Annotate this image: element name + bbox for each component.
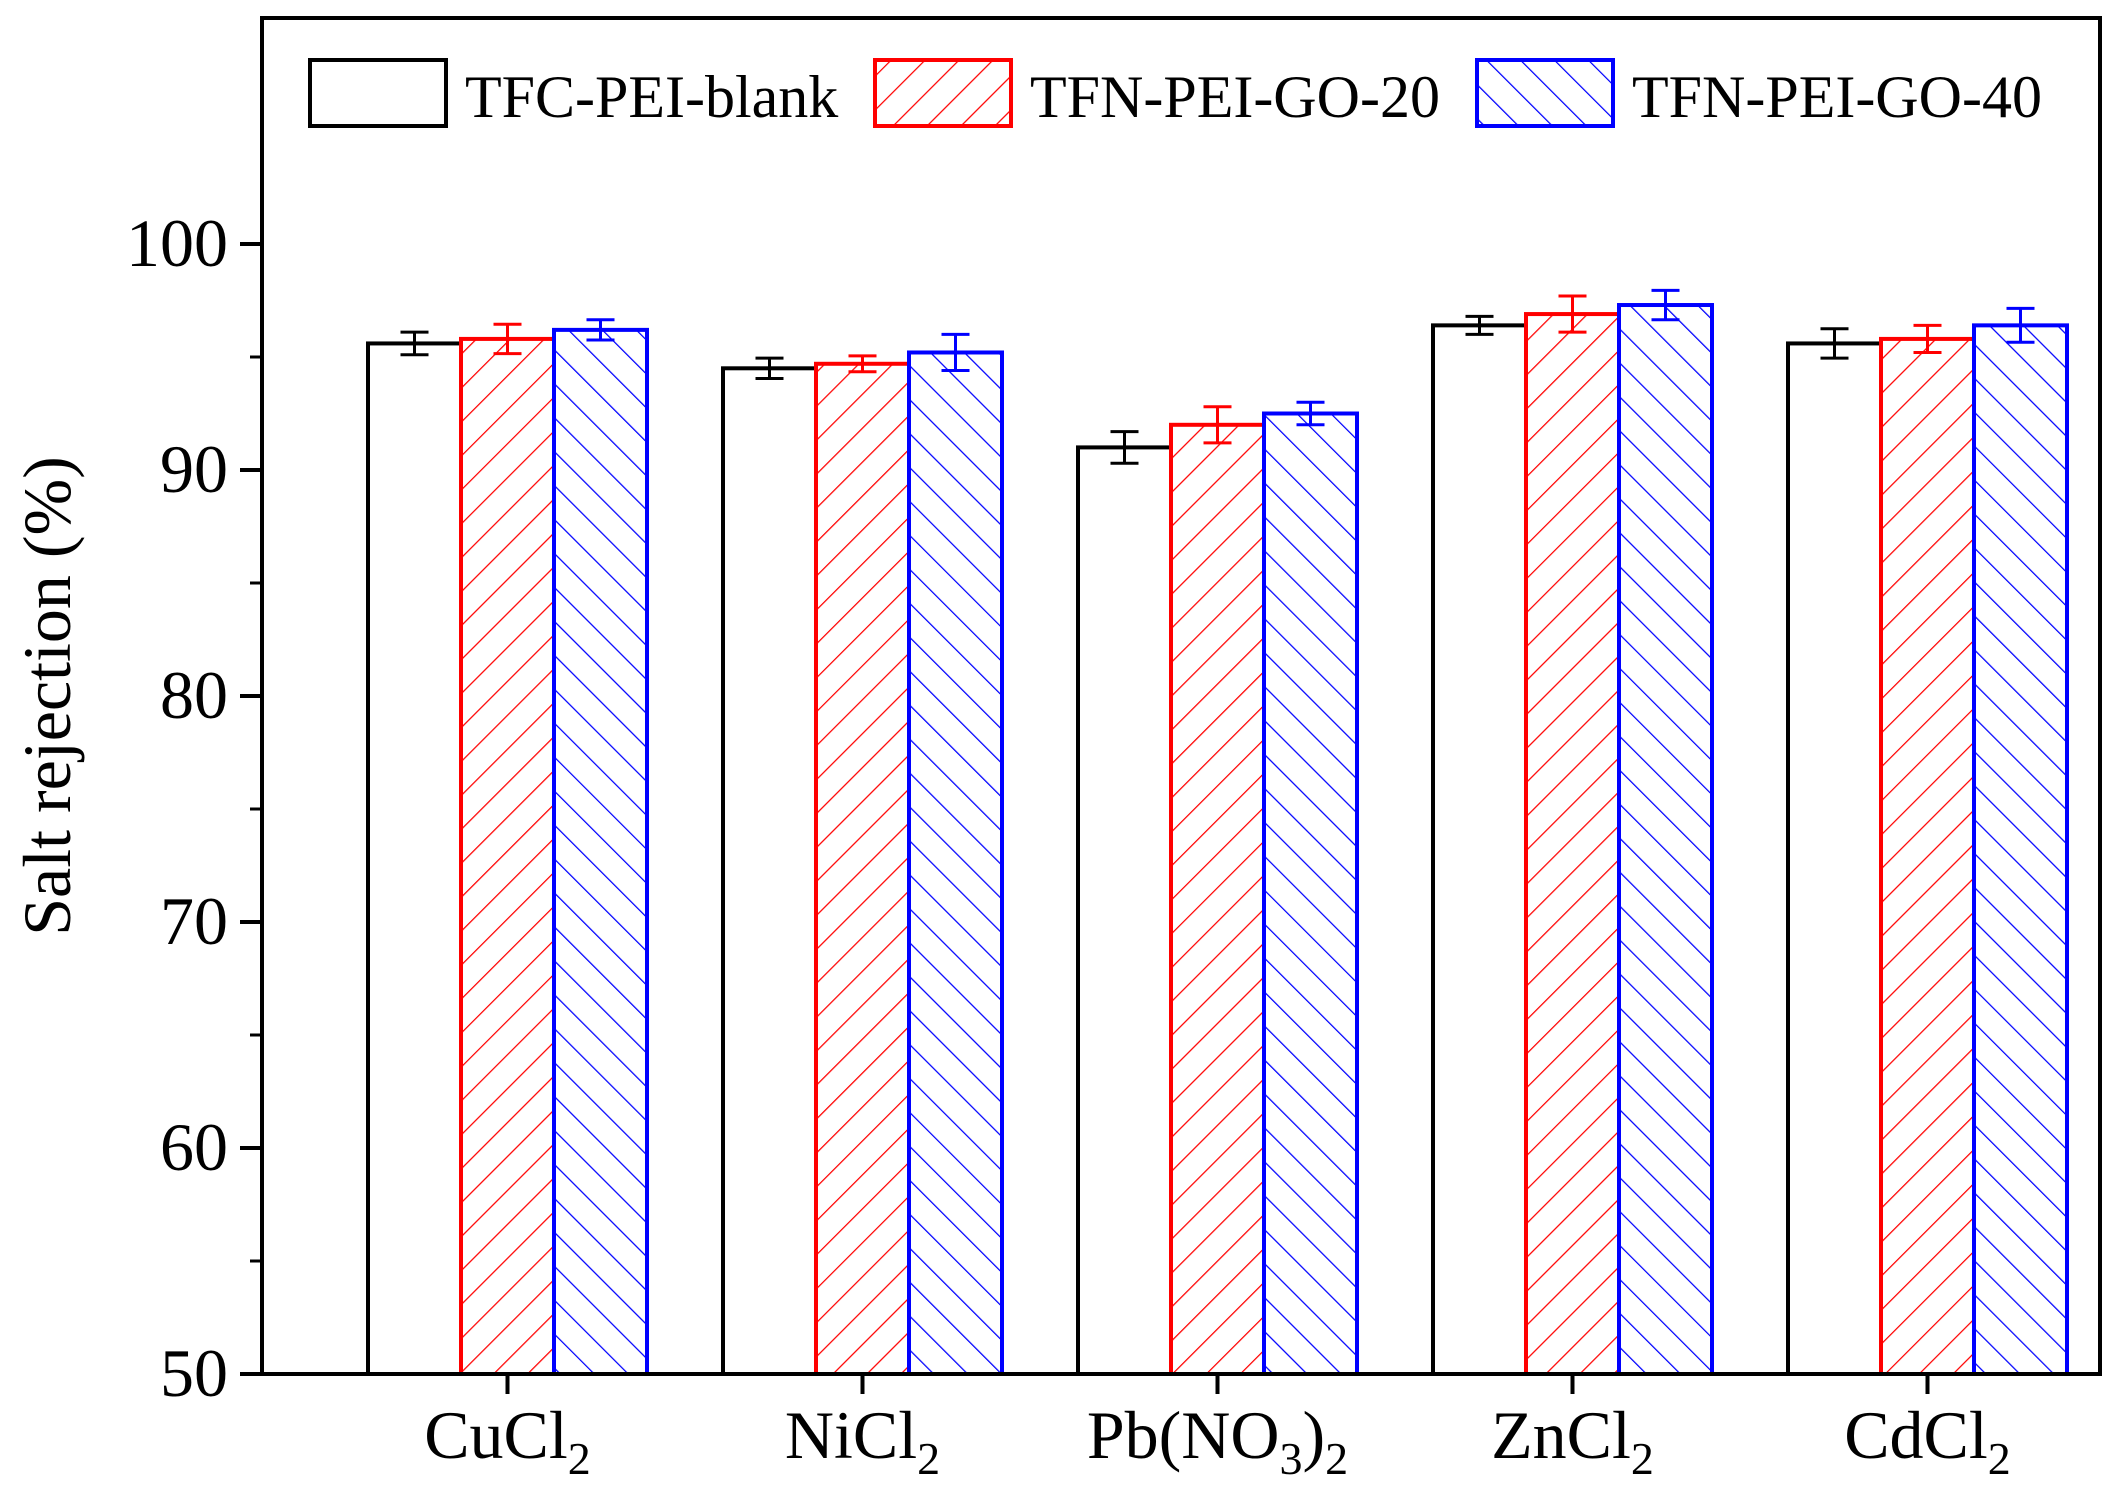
x-label-main: Pb(NO	[1087, 1397, 1280, 1473]
y-axis: 50 60 70 80 90 100	[126, 205, 262, 1411]
x-label-main: CuCl	[424, 1397, 568, 1473]
bar-tfn-pei-go-20-cucl2	[459, 336, 556, 1376]
x-label-subscript: 2	[917, 1433, 940, 1484]
bar-tfc-pei-blank-zncl2	[1431, 323, 1528, 1376]
bar-tfc-pei-blank-nicl2	[721, 366, 818, 1376]
legend: TFC-PEI-blank TFN-PEI-GO-20 TFN-PEI-GO-40	[308, 58, 2042, 130]
legend-label: TFN-PEI-GO-40	[1632, 64, 2042, 130]
x-label-subscript: 2	[568, 1433, 591, 1484]
bars-layer	[366, 303, 2069, 1377]
x-tick-label: NiCl2	[785, 1397, 940, 1484]
y-axis-title: Salt rejection (%)	[9, 456, 85, 936]
bar-tfc-pei-blank-pbno3	[1076, 445, 1173, 1376]
y-tick-label: 70	[160, 883, 228, 959]
legend-label: TFC-PEI-blank	[465, 64, 838, 130]
y-tick-label: 100	[126, 205, 228, 281]
y-tick-label: 50	[160, 1335, 228, 1411]
y-tick-label: 60	[160, 1109, 228, 1185]
x-tick-label: Pb(NO3)2	[1087, 1397, 1348, 1484]
error-bars-layer	[400, 288, 2035, 465]
x-label-subscript: 2	[1325, 1433, 1348, 1484]
x-tick-label: CuCl2	[424, 1397, 591, 1484]
legend-swatch	[873, 58, 1013, 128]
x-tick-label: ZnCl2	[1491, 1397, 1654, 1484]
bar-tfc-pei-blank-cdcl2	[1786, 341, 1883, 1377]
y-tick-label: 90	[160, 431, 228, 507]
bar-tfn-pei-go-20-cdcl2	[1879, 336, 1976, 1376]
x-label-subscript: 3	[1280, 1433, 1303, 1484]
bar-tfn-pei-go-40-nicl2	[907, 350, 1004, 1377]
bar-tfn-pei-go-20-nicl2	[814, 361, 911, 1376]
x-label-subscript: 2	[1631, 1433, 1654, 1484]
x-label-main: CdCl	[1844, 1397, 1988, 1473]
bar-tfn-pei-go-40-zncl2	[1617, 303, 1714, 1376]
y-tick-label: 80	[160, 657, 228, 733]
bar-tfn-pei-go-40-cdcl2	[1972, 323, 2069, 1376]
x-label-tail: )	[1303, 1397, 1326, 1473]
bar-tfn-pei-go-40-cucl2	[552, 327, 649, 1376]
bar-tfn-pei-go-20-pbno3	[1169, 422, 1266, 1376]
x-axis: CuCl2 NiCl2 Pb(NO3)2 ZnCl2 CdCl2	[424, 1374, 2011, 1484]
legend-label: TFN-PEI-GO-20	[1030, 64, 1440, 130]
bar-tfn-pei-go-40-pbno3	[1262, 411, 1359, 1376]
x-label-main: NiCl	[785, 1397, 917, 1473]
bar-tfc-pei-blank-cucl2	[366, 341, 463, 1377]
x-label-subscript: 2	[1988, 1433, 2011, 1484]
x-tick-label: CdCl2	[1844, 1397, 2011, 1484]
legend-swatch	[308, 58, 448, 128]
legend-swatch	[1475, 58, 1615, 128]
bar-tfn-pei-go-20-zncl2	[1524, 312, 1621, 1376]
x-label-main: ZnCl	[1491, 1397, 1631, 1473]
